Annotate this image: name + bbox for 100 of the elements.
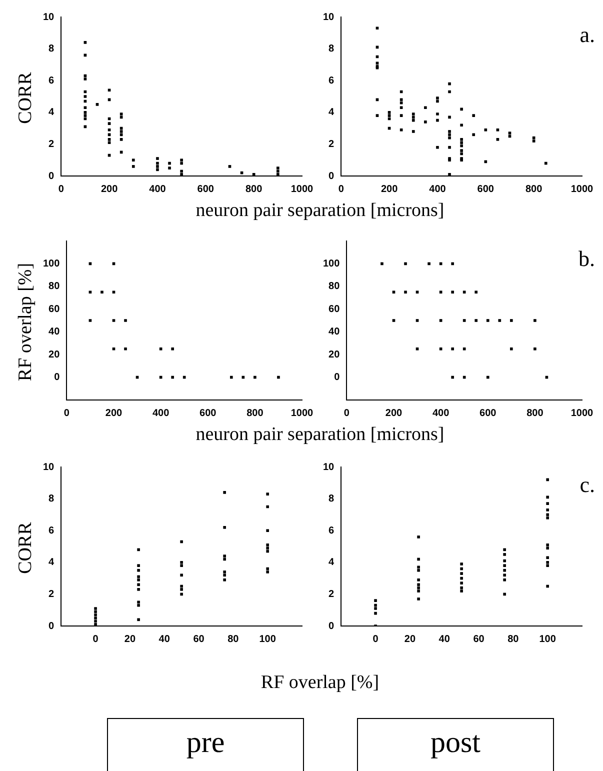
x-tick-label: 800 [246,408,264,419]
point [424,120,427,124]
y-tick-label: 8 [48,44,55,55]
point [417,578,420,582]
y-tick-label: 2 [48,588,55,600]
point [94,607,97,610]
point [412,116,415,119]
point [503,568,506,572]
point [448,130,451,133]
x-tick-label: 600 [480,408,497,419]
point [460,582,463,584]
point [472,133,476,136]
point [120,150,123,154]
point [120,116,123,119]
point [112,347,116,350]
point [546,502,550,505]
point [94,610,97,614]
point [180,158,183,162]
x-tick-label: 40 [158,634,170,645]
point [472,114,476,117]
point [448,116,451,119]
point [88,290,92,294]
y-tick-label: 4 [48,557,55,568]
point [534,347,536,350]
point [223,526,226,529]
point [496,128,500,132]
point [510,319,513,322]
x-tick-label: 0 [92,634,99,645]
point [448,133,451,136]
y-tick-label: 20 [328,349,340,360]
point [416,347,419,350]
point [388,114,391,117]
point [266,505,270,508]
y-axis-title: CORR [15,72,37,124]
point [484,128,488,132]
point [137,568,140,572]
point [417,598,420,600]
point [108,138,111,141]
point [448,136,451,140]
point [94,616,97,620]
point [156,165,159,168]
point [503,592,506,596]
x-axis-title: neuron pair separation [microns] [194,424,446,446]
x-tick-label: 100 [539,634,556,645]
y-tick-label: 2 [328,588,335,600]
x-tick-label: 0 [64,408,70,419]
point [137,604,140,607]
x-tick-label: 400 [432,408,450,419]
y-tick-label: 80 [328,281,340,292]
point [436,96,439,100]
point [137,578,140,582]
point [120,112,123,116]
point [460,149,463,152]
point [462,376,466,379]
point [510,347,513,350]
point [451,262,454,266]
point [132,158,135,162]
point [532,136,536,140]
point [376,114,379,117]
annotation: b. [578,246,595,272]
point [486,319,490,322]
point [546,584,550,588]
point [374,607,377,610]
point [388,110,391,114]
y-axis-title: RF overlap [%] [15,262,37,382]
point [439,290,442,294]
point [137,575,140,578]
y-tick-label: 2 [48,138,55,150]
x-axis-title: RF overlap [%] [260,672,380,694]
point [496,138,500,141]
x-tick-label: 80 [228,634,240,645]
text: pre [107,718,304,771]
point [416,319,419,322]
x-tick-label: 400 [152,408,170,419]
point [412,112,415,116]
point [546,564,550,567]
point [94,613,97,616]
point [223,558,226,561]
x-tick-label: 1000 [290,408,314,419]
x-tick-label: 800 [526,408,544,419]
x-tick-label: 800 [525,184,543,195]
x-tick-label: 600 [200,408,217,419]
point [228,165,232,168]
point [156,162,159,165]
x-tick-label: 200 [380,184,398,195]
point [108,128,111,132]
point [168,166,171,170]
point [462,290,466,294]
y-tick-label: 0 [328,170,335,182]
y-tick-label: 40 [328,326,340,338]
point [436,112,439,116]
y-tick-label: 100 [322,258,340,270]
point [180,162,183,165]
point [460,124,463,127]
point [460,141,463,144]
point [417,536,420,538]
point [417,583,420,586]
x-tick-label: 400 [429,184,446,195]
point [120,133,123,136]
annotation: c. [580,472,595,498]
